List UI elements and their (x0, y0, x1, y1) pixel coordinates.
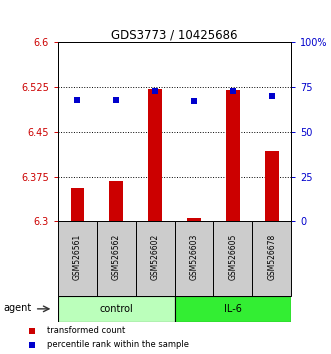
Text: transformed count: transformed count (47, 326, 125, 335)
Bar (265, 151, 279, 221)
Bar (58, 221, 97, 296)
Text: GSM526602: GSM526602 (151, 234, 160, 280)
Text: control: control (99, 304, 133, 314)
Bar (58, 296, 175, 322)
Bar (226, 90, 240, 221)
Bar (110, 181, 123, 221)
Bar (136, 221, 175, 296)
Bar (252, 221, 291, 296)
Bar (71, 188, 84, 221)
Text: agent: agent (3, 303, 31, 313)
Text: GSM526603: GSM526603 (190, 234, 199, 280)
Text: GSM526562: GSM526562 (112, 234, 121, 280)
Text: GSM526605: GSM526605 (228, 234, 237, 280)
Text: GSM526561: GSM526561 (73, 234, 82, 280)
Bar (175, 296, 291, 322)
Bar (187, 218, 201, 221)
Text: GSM526678: GSM526678 (267, 234, 276, 280)
Text: percentile rank within the sample: percentile rank within the sample (47, 340, 189, 349)
Bar (175, 221, 213, 296)
Bar (148, 89, 162, 221)
Bar (97, 221, 136, 296)
Bar (213, 221, 252, 296)
Title: GDS3773 / 10425686: GDS3773 / 10425686 (111, 28, 238, 41)
Text: IL-6: IL-6 (224, 304, 242, 314)
